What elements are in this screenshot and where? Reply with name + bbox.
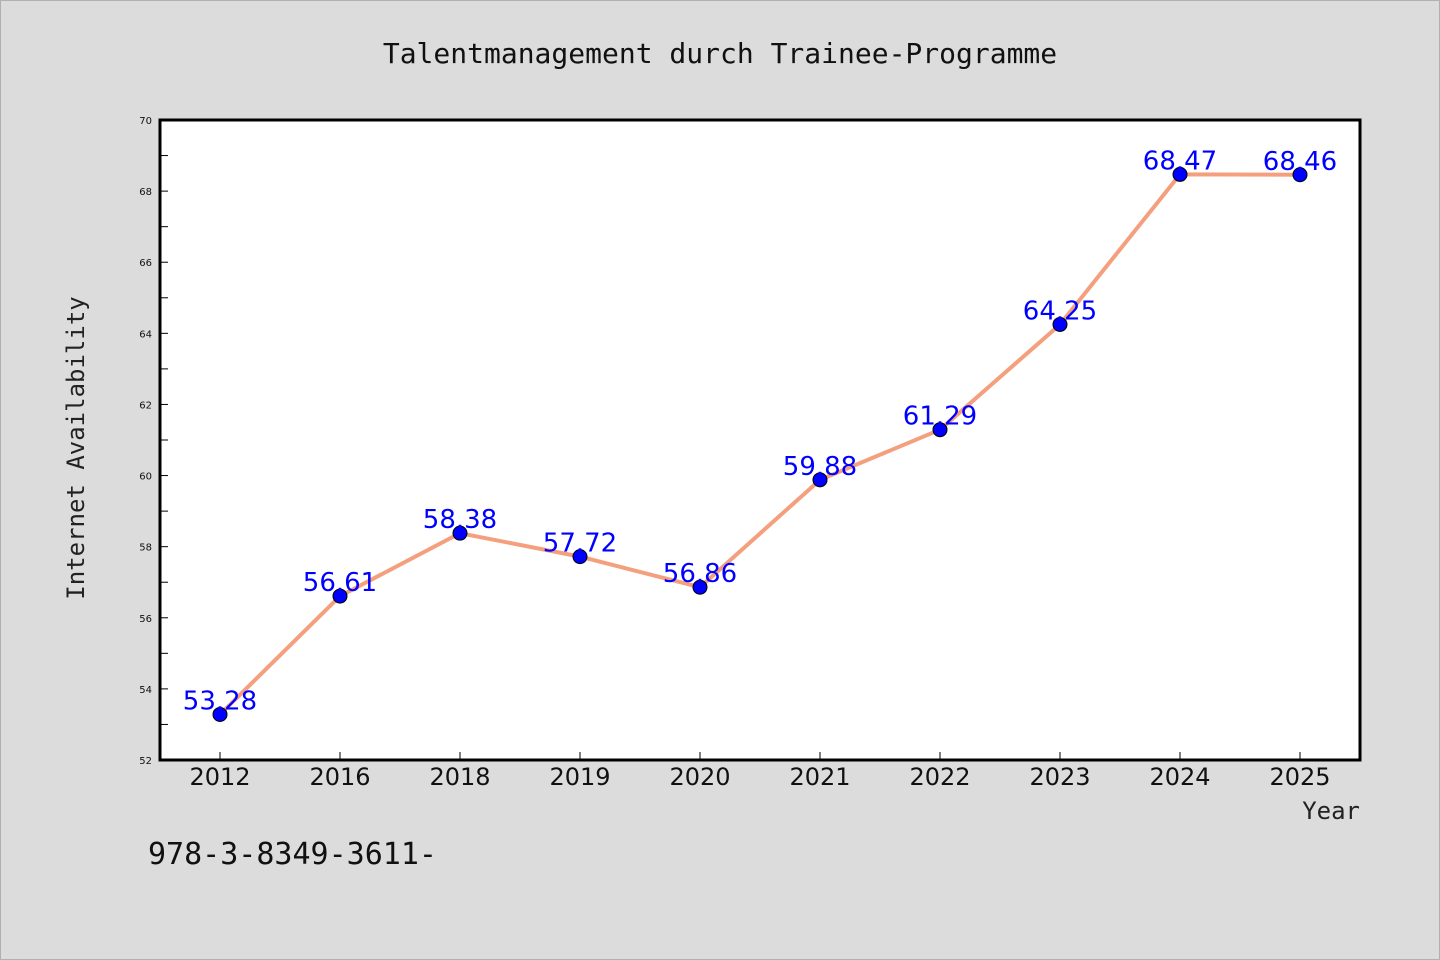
x-tick-label: 2024 [1149,763,1210,791]
data-label: 68.46 [1263,147,1337,177]
y-tick-label: 70 [139,116,152,127]
chart-title: Talentmanagement durch Trainee-Programme [383,37,1057,70]
x-tick-label: 2022 [909,763,970,791]
data-label: 64.25 [1023,296,1097,326]
x-tick-label: 2020 [669,763,730,791]
x-tick-label: 2019 [549,763,610,791]
x-tick-label: 2023 [1029,763,1090,791]
data-point [932,422,948,438]
data-labels: 53.28 56.61 58.38 57.72 56.86 59.88 61.29 64.25… [183,146,1337,716]
x-tick-label: 2018 [429,763,490,791]
data-label: 56.86 [663,559,737,589]
series [212,166,1308,722]
data-label: 53.28 [183,686,257,716]
x-tick-label: 2025 [1269,763,1330,791]
data-point [812,472,828,488]
data-point [572,549,588,565]
data-label: 58.38 [423,505,497,535]
data-point [332,588,348,604]
data-point [1292,167,1308,183]
y-tick-label: 64 [139,329,152,340]
series-line [218,172,1301,716]
data-point [452,525,468,541]
data-label: 59.88 [783,452,857,482]
y-axis: 52 54 56 58 60 62 64 66 68 70 [139,116,168,767]
plot-area [158,118,1362,762]
x-tick-label: 2021 [789,763,850,791]
data-point [212,706,228,722]
footer-note: 978-3-8349-3611- [148,837,437,872]
y-tick-label: 66 [139,258,152,269]
y-tick-label: 54 [139,685,152,696]
x-axis: 2012 2016 2018 2019 2020 2021 2022 2023 2024 2025 [189,752,1331,791]
data-label: 57.72 [543,529,617,559]
data-point [692,579,708,595]
y-tick-label: 52 [139,756,152,767]
y-tick-label: 60 [139,472,152,483]
data-label: 68.47 [1143,146,1217,176]
y-tick-label: 58 [139,543,152,554]
x-tick-label: 2016 [309,763,370,791]
x-axis-label: Year [1302,797,1360,825]
y-axis-label: Internet Availability [62,296,90,599]
y-tick-label: 56 [139,614,152,625]
data-label: 61.29 [903,402,977,432]
y-tick-label: 62 [139,400,152,411]
y-tick-label: 68 [139,187,152,198]
data-point [1052,316,1068,332]
x-tick-label: 2012 [189,763,250,791]
data-point [1172,166,1188,182]
data-label: 56.61 [303,568,377,598]
